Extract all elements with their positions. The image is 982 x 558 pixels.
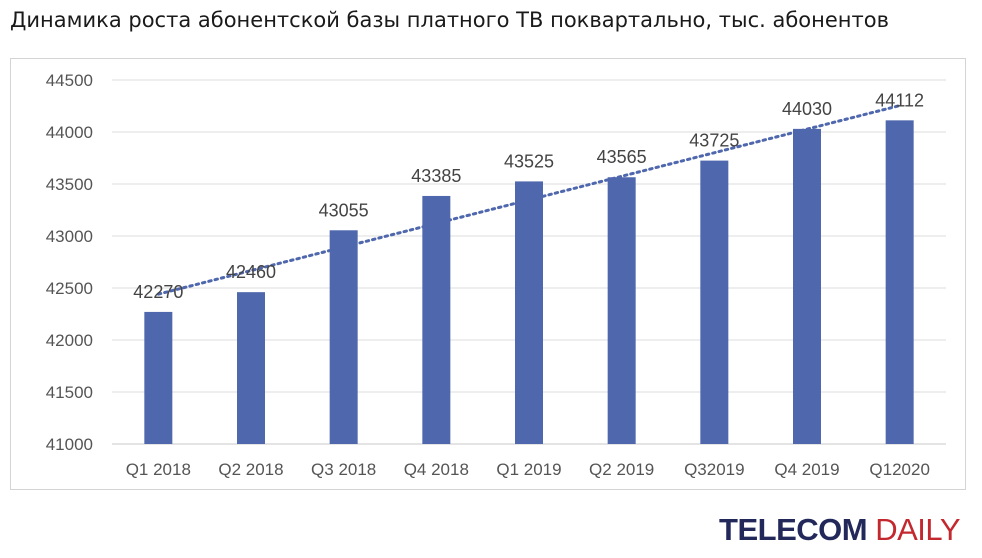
bar bbox=[793, 128, 821, 444]
data-label: 43055 bbox=[319, 200, 369, 220]
x-tick-label: Q32019 bbox=[684, 460, 745, 479]
y-axis-ticks: 41000 41500 42000 42500 43000 43500 44000 44500 bbox=[46, 71, 93, 454]
x-tick-label: Q1 2019 bbox=[496, 460, 561, 479]
bar bbox=[329, 230, 358, 444]
y-tick-label: 44500 bbox=[46, 71, 93, 90]
data-label: 43725 bbox=[689, 131, 739, 151]
data-label: 44030 bbox=[782, 99, 832, 119]
bar bbox=[237, 292, 265, 444]
bars bbox=[144, 120, 914, 445]
x-tick-label: Q2 2018 bbox=[218, 460, 283, 479]
chart-area bbox=[10, 58, 966, 490]
data-label: 43385 bbox=[411, 166, 461, 186]
data-label: 42460 bbox=[226, 262, 276, 282]
bar bbox=[515, 181, 543, 444]
logo-part-2: DAILY bbox=[875, 512, 960, 547]
data-label: 44112 bbox=[875, 90, 924, 110]
bar bbox=[144, 311, 173, 444]
y-tick-label: 44000 bbox=[46, 123, 93, 142]
y-tick-label: 43000 bbox=[46, 227, 93, 246]
y-tick-label: 41500 bbox=[46, 383, 93, 402]
x-tick-label: Q3 2018 bbox=[311, 460, 376, 479]
y-tick-label: 41000 bbox=[46, 435, 93, 454]
y-tick-label: 42500 bbox=[46, 279, 93, 298]
x-tick-label: Q4 2018 bbox=[404, 460, 469, 479]
logo-part-1: TELECOM bbox=[719, 512, 868, 547]
bar bbox=[422, 195, 451, 444]
bar bbox=[885, 120, 914, 445]
data-labels: 42270 42460 43055 43385 43525 43565 43725 44030… bbox=[133, 90, 924, 302]
y-tick-label: 43500 bbox=[46, 175, 93, 194]
data-label: 42270 bbox=[133, 282, 183, 302]
bar bbox=[607, 177, 636, 445]
x-axis-ticks: Q1 2018 Q2 2018 Q3 2018 Q4 2018 Q1 2019 Q2 20… bbox=[126, 460, 930, 479]
trendline-path bbox=[156, 104, 902, 296]
x-tick-label: Q1 2018 bbox=[126, 460, 191, 479]
data-label: 43525 bbox=[504, 151, 554, 171]
chart-title: Динамика роста абонентской базы платного… bbox=[10, 8, 889, 32]
x-tick-label: Q4 2019 bbox=[774, 460, 839, 479]
x-tick-label: Q2 2019 bbox=[589, 460, 654, 479]
data-label: 43565 bbox=[597, 147, 647, 167]
x-tick-label: Q12020 bbox=[869, 460, 930, 479]
y-tick-label: 42000 bbox=[46, 331, 93, 350]
trendline bbox=[156, 104, 902, 296]
telecom-daily-logo: TELECOM DAILY bbox=[719, 512, 960, 548]
bar bbox=[700, 160, 729, 444]
